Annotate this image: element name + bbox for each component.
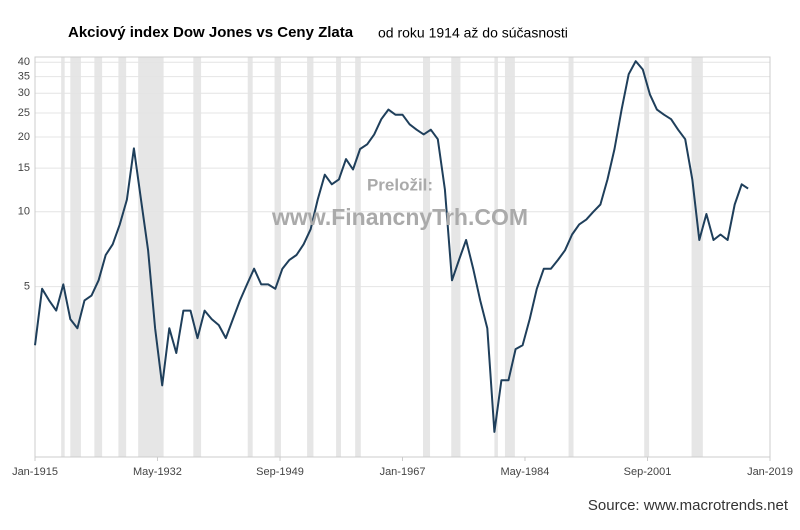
watermark: Preložil:	[367, 175, 433, 194]
watermark: www.FinancnyTrh.COM	[271, 204, 528, 230]
x-tick-label: Jan-2019	[747, 466, 793, 478]
x-tick-label: Sep-1949	[256, 466, 304, 478]
recession-band	[193, 57, 202, 457]
y-tick-label: 5	[24, 280, 30, 292]
recession-band	[336, 57, 342, 457]
chart-title: Akciový index Dow Jones vs Ceny Zlata	[68, 24, 354, 41]
y-tick-label: 40	[18, 56, 30, 68]
x-tick-label: Sep-2001	[624, 466, 672, 478]
recession-band	[307, 57, 314, 457]
x-tick-label: May-1984	[501, 466, 550, 478]
recession-band	[691, 57, 703, 457]
recession-band	[94, 57, 103, 457]
x-tick-label: Jan-1967	[380, 466, 426, 478]
data-line	[34, 60, 749, 433]
y-tick-label: 25	[18, 107, 30, 119]
x-tick-label: Jan-1915	[12, 466, 58, 478]
y-tick-label: 35	[18, 71, 30, 83]
recession-band	[494, 57, 498, 457]
recession-band	[568, 57, 574, 457]
y-tick-label: 30	[18, 87, 30, 99]
recession-band	[247, 57, 253, 457]
y-tick-label: 15	[18, 162, 30, 174]
recession-band	[138, 57, 164, 457]
recession-band	[422, 57, 431, 457]
x-tick-label: May-1932	[133, 466, 182, 478]
recession-band	[61, 57, 65, 457]
recession-band	[644, 57, 650, 457]
recession-band	[70, 57, 81, 457]
y-tick-label: 20	[18, 131, 30, 143]
recession-band	[355, 57, 361, 457]
recession-band	[274, 57, 281, 457]
y-tick-label: 10	[18, 206, 30, 218]
source: Source: www.macrotrends.net	[588, 497, 789, 514]
recession-band	[118, 57, 127, 457]
chart-subtitle: od roku 1914 až do súčasnosti	[378, 25, 568, 41]
recession-band	[451, 57, 461, 457]
recession-band	[504, 57, 515, 457]
